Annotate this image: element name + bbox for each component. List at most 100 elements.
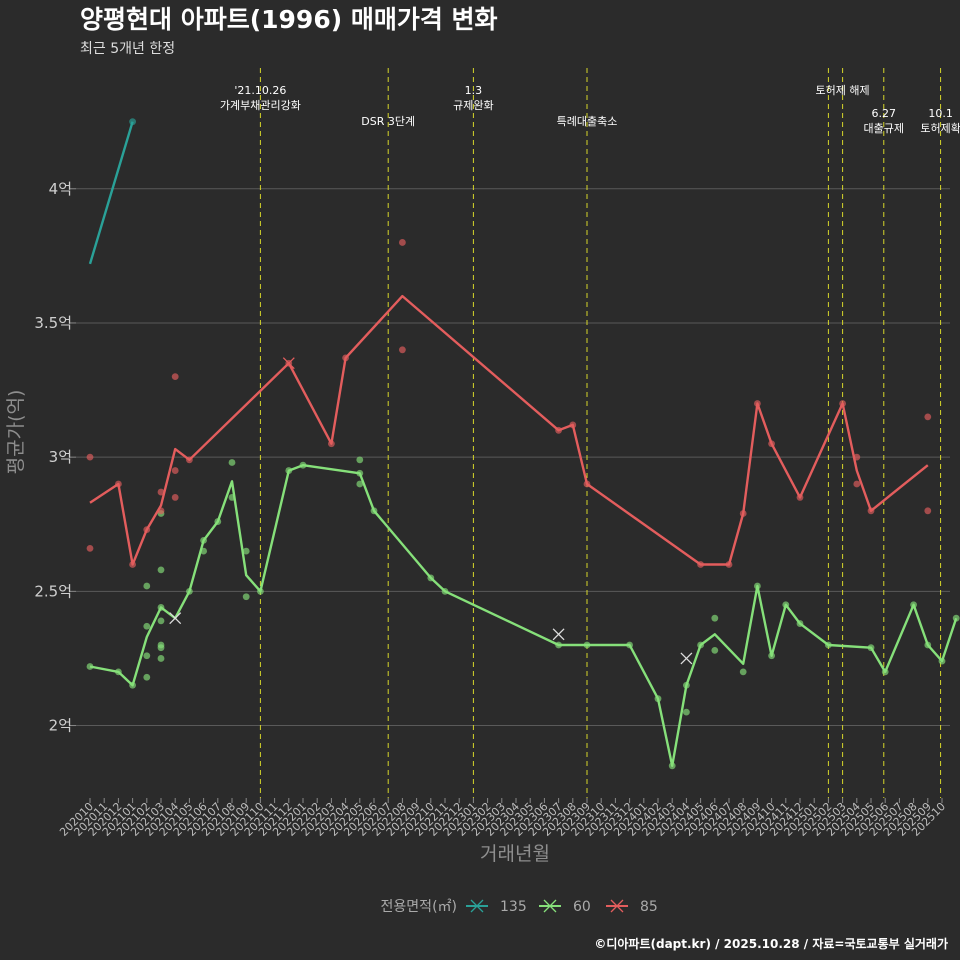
data-point-85 [583, 480, 591, 488]
chart-caption: ©디아파트(dapt.kr) / 2025.10.28 / 자료=국토교통부 실… [594, 936, 948, 951]
data-point-60 [910, 601, 917, 609]
data-point-60 [228, 459, 236, 466]
event-label: 토허제 해제 [816, 83, 870, 97]
data-point-60 [285, 467, 293, 474]
outlier-marker-60 [680, 652, 693, 665]
data-point-60 [782, 601, 790, 609]
data-point-60 [683, 681, 690, 689]
data-point-85 [697, 561, 704, 568]
data-point-85 [328, 440, 335, 448]
data-point-60 [157, 566, 165, 574]
data-point-85 [924, 413, 932, 421]
data-point-60 [143, 582, 151, 590]
data-point-60 [370, 507, 378, 515]
y-axis-ticks: 2억 2.5억 3억 3.5억 4억 [34, 180, 76, 735]
data-point-85 [555, 426, 562, 434]
x-axis-label: 거래년월 [480, 843, 550, 865]
event-label: 특례대출축소 [557, 115, 618, 128]
event-label: 6.27 [872, 107, 897, 120]
data-point-85 [129, 561, 137, 568]
legend-label-135: 135 [500, 899, 527, 915]
data-point-60 [668, 762, 676, 770]
outlier-marker-60 [169, 612, 182, 625]
data-point-85 [924, 507, 932, 515]
data-point-85 [86, 545, 94, 552]
data-point-85 [171, 373, 179, 381]
data-point-85 [157, 507, 165, 515]
data-point-60 [115, 668, 122, 676]
data-point-60 [881, 668, 889, 676]
data-point-85 [768, 440, 775, 448]
event-label: 규제완화 [453, 99, 493, 112]
data-point-85 [171, 494, 179, 501]
data-point-60 [257, 587, 264, 595]
data-point-60 [697, 641, 704, 649]
data-point-60 [157, 655, 165, 662]
data-point-85 [399, 239, 406, 246]
data-point-135 [129, 118, 137, 126]
data-point-60 [356, 480, 364, 488]
event-label: DSR 3단계 [361, 115, 415, 128]
data-point-85 [796, 494, 804, 501]
data-point-85 [725, 561, 733, 568]
event-label: 1.3 [465, 84, 483, 97]
outlier-marker-60 [552, 628, 565, 641]
legend-key-85 [610, 899, 624, 913]
event-label: 대출규제 [864, 122, 904, 135]
legend: 전용면적(㎡) 135 60 85 [381, 899, 658, 915]
y-axis-label: 평균가(억) [5, 390, 27, 475]
data-point-60 [427, 574, 435, 582]
data-point-85 [739, 510, 747, 517]
event-label: 토허제확 [920, 122, 960, 135]
data-point-85 [115, 480, 122, 488]
data-point-60 [242, 593, 250, 601]
chart-subtitle: 최근 5개년 한정 [80, 41, 175, 57]
grid-lines [76, 188, 950, 727]
data-point-85 [754, 400, 761, 407]
data-point-85 [86, 453, 94, 461]
data-point-85 [143, 526, 151, 534]
data-point-85 [157, 488, 165, 496]
data-point-60 [242, 547, 250, 555]
series-line-60 [89, 464, 958, 767]
data-point-60 [683, 708, 690, 716]
legend-label-85: 85 [640, 899, 658, 915]
data-point-85 [867, 507, 875, 515]
data-point-60 [952, 614, 960, 622]
y-tick-label: 3.5억 [34, 314, 72, 332]
data-point-60 [711, 646, 719, 654]
data-point-60 [228, 494, 236, 501]
data-point-85 [839, 400, 846, 407]
data-point-60 [924, 641, 932, 649]
data-point-60 [768, 652, 775, 660]
data-point-60 [157, 604, 165, 611]
x-axis-ticks: 2020102020112020122021012021022021032021… [57, 798, 948, 839]
data-point-60 [186, 587, 193, 595]
legend-title: 전용면적(㎡) [381, 899, 457, 915]
data-point-60 [796, 620, 804, 627]
legend-key-60 [543, 899, 557, 913]
data-point-85 [569, 421, 577, 429]
y-tick-label: 2.5억 [34, 582, 72, 600]
data-point-60 [129, 681, 137, 689]
data-point-60 [654, 695, 662, 703]
y-tick-label: 3억 [49, 448, 72, 466]
data-point-60 [754, 582, 761, 590]
data-point-60 [739, 668, 747, 676]
data-point-60 [356, 456, 364, 464]
chart-title: 양평현대 아파트(1996) 매매가격 변화 [80, 5, 498, 34]
data-point-60 [626, 641, 633, 649]
data-point-60 [157, 617, 165, 625]
data-point-60 [867, 644, 875, 652]
event-label: 10.1 [928, 107, 953, 120]
data-point-60 [583, 641, 591, 649]
data-point-60 [555, 641, 562, 649]
data-point-60 [214, 518, 222, 525]
data-point-85 [342, 354, 349, 362]
data-point-60 [356, 469, 364, 477]
data-point-60 [143, 622, 151, 630]
data-point-60 [157, 644, 165, 652]
series-line-135 [88, 121, 134, 265]
